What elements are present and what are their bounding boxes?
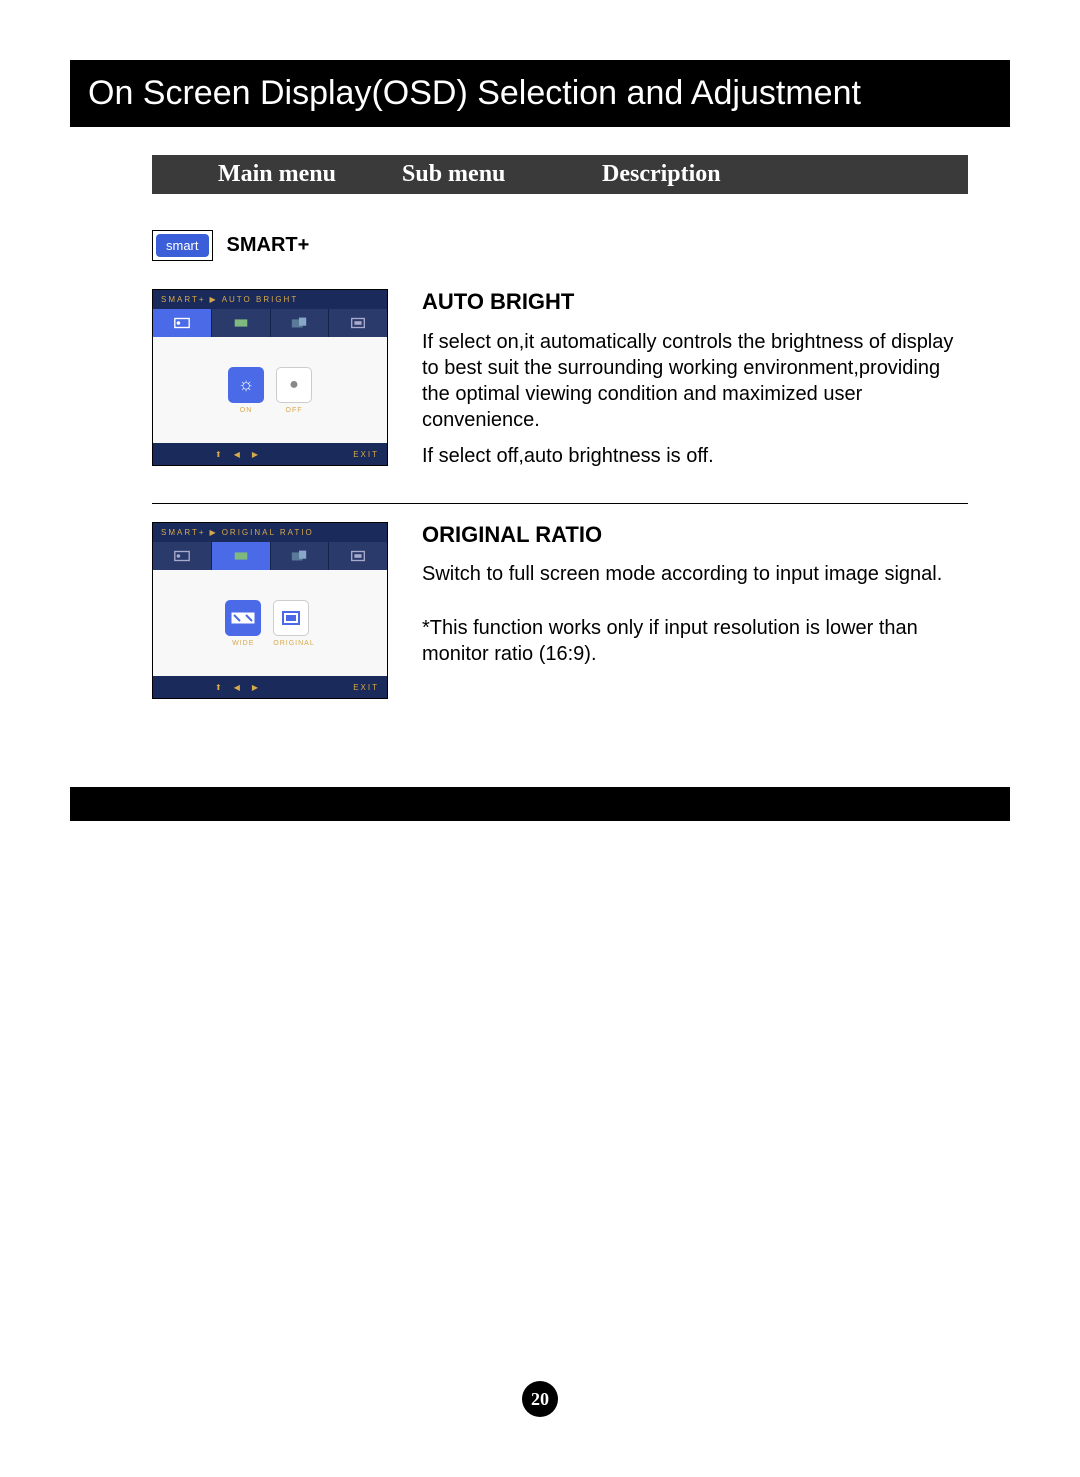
osd-body: WIDE ORIGINAL <box>153 570 387 676</box>
auto-bright-title: AUTO BRIGHT <box>422 289 968 315</box>
osd-body: ☼ ON ● OFF <box>153 337 387 443</box>
osd-tab-3[interactable] <box>271 309 330 337</box>
smart-plus-label: SMART+ <box>227 234 310 257</box>
osd-tabs <box>153 542 387 570</box>
osd-option-original[interactable]: ORIGINAL <box>273 600 314 647</box>
original-icon <box>279 609 303 627</box>
left-icon[interactable]: ◀ <box>234 683 242 692</box>
osd-wide-label: WIDE <box>225 640 261 647</box>
header-sub-menu: Sub menu <box>402 161 602 188</box>
osd-tab-2[interactable] <box>212 309 271 337</box>
up-icon[interactable]: ⬆ <box>215 450 224 459</box>
auto-bright-desc-1: If select on,it automatically controls t… <box>422 329 968 433</box>
page-title-bar: On Screen Display(OSD) Selection and Adj… <box>70 60 1010 127</box>
section-auto-bright: SMART+ ▶ AUTO BRIGHT ☼ ON ● <box>152 271 968 497</box>
up-icon[interactable]: ⬆ <box>215 683 224 692</box>
bulb-off-icon: ● <box>289 376 299 394</box>
osd-breadcrumb: SMART+ ▶ ORIGINAL RATIO <box>153 523 387 542</box>
left-icon[interactable]: ◀ <box>234 450 242 459</box>
osd-tab-3[interactable] <box>271 542 330 570</box>
footer-band <box>70 787 1010 821</box>
osd-tab-1[interactable] <box>153 542 212 570</box>
wide-icon <box>231 610 255 626</box>
osd-breadcrumb-2: AUTO BRIGHT <box>222 295 299 304</box>
page-title: On Screen Display(OSD) Selection and Adj… <box>88 74 992 113</box>
auto-bright-desc-2: If select off,auto brightness is off. <box>422 443 968 469</box>
osd-breadcrumb-1: SMART+ <box>161 295 206 304</box>
osd-tab-4[interactable] <box>329 309 387 337</box>
osd-screenshot-original-ratio: SMART+ ▶ ORIGINAL RATIO WIDE <box>152 522 388 699</box>
original-ratio-title: ORIGINAL RATIO <box>422 522 968 547</box>
osd-screenshot-auto-bright: SMART+ ▶ AUTO BRIGHT ☼ ON ● <box>152 289 388 466</box>
column-header: Main menu Sub menu Description <box>152 155 968 194</box>
bulb-on-icon: ☼ <box>238 374 255 395</box>
original-ratio-desc-1: Switch to full screen mode according to … <box>422 561 968 587</box>
chevron-right-icon: ▶ <box>210 528 218 537</box>
osd-original-label: ORIGINAL <box>273 640 314 647</box>
osd-option-on[interactable]: ☼ ON <box>228 367 264 414</box>
right-icon[interactable]: ▶ <box>252 450 260 459</box>
right-icon[interactable]: ▶ <box>252 683 260 692</box>
smart-badge-text: smart <box>156 234 209 257</box>
osd-tab-1[interactable] <box>153 309 212 337</box>
osd-breadcrumb: SMART+ ▶ AUTO BRIGHT <box>153 290 387 309</box>
header-main-menu: Main menu <box>152 161 402 188</box>
osd-breadcrumb-1: SMART+ <box>161 528 206 537</box>
osd-off-label: OFF <box>276 407 312 414</box>
section-original-ratio: SMART+ ▶ ORIGINAL RATIO WIDE <box>152 504 968 717</box>
osd-exit-label[interactable]: EXIT <box>353 683 379 692</box>
original-ratio-desc-2: *This function works only if input resol… <box>422 615 968 667</box>
osd-exit-label[interactable]: EXIT <box>353 450 379 459</box>
osd-footer: ⬆ ◀ ▶ EXIT <box>153 443 387 465</box>
smart-badge: smart <box>152 230 213 261</box>
osd-option-wide[interactable]: WIDE <box>225 600 261 647</box>
osd-on-label: ON <box>228 407 264 414</box>
osd-tabs <box>153 309 387 337</box>
chevron-right-icon: ▶ <box>210 295 218 304</box>
osd-footer: ⬆ ◀ ▶ EXIT <box>153 676 387 698</box>
osd-option-off[interactable]: ● OFF <box>276 367 312 414</box>
smart-label-row: smart SMART+ <box>152 212 968 271</box>
header-description: Description <box>602 161 968 188</box>
page-number: 20 <box>522 1381 558 1417</box>
osd-tab-2[interactable] <box>212 542 271 570</box>
osd-tab-4[interactable] <box>329 542 387 570</box>
osd-breadcrumb-2: ORIGINAL RATIO <box>222 528 314 537</box>
